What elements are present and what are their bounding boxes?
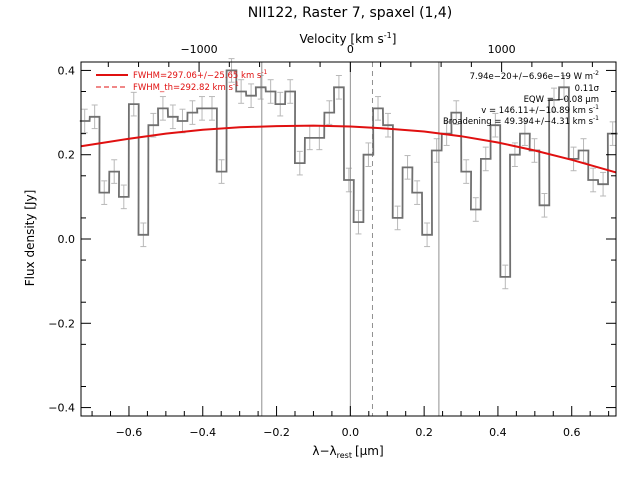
y-axis-label: Flux density [Jy]: [23, 190, 37, 287]
chart-title: NII122, Raster 7, spaxel (1,4): [248, 5, 453, 21]
x-tick-label: 0.6: [563, 426, 581, 439]
error-bars: [81, 58, 616, 290]
y-tick-label: 0.0: [58, 233, 76, 246]
top-axis-ticks: −1000 0 1000: [107, 43, 593, 72]
x-tick-label: 0.4: [489, 426, 507, 439]
y-tick-label: −0.2: [48, 317, 75, 330]
x-tick-label: −0.2: [263, 426, 290, 439]
x-tick-label: 0.0: [342, 426, 360, 439]
legend: FWHM=297.06+/−25.65 km s-1 FWHM_th=292.8…: [96, 69, 268, 93]
x-tick-label: −0.6: [116, 426, 143, 439]
top-tick-label: 0: [347, 43, 354, 56]
y-tick-label: −0.4: [48, 402, 75, 415]
x-tick-label: 0.2: [415, 426, 433, 439]
y-axis-ticks: −0.4 −0.2 0.0 0.2 0.4: [48, 64, 616, 415]
top-tick-label: −1000: [180, 43, 217, 56]
legend-label-fwhm-th: FWHM_th=292.82 km s-1: [133, 81, 239, 93]
reference-lines: [261, 62, 440, 416]
annotation-eqw: EQW = −0.08 μm: [524, 95, 599, 105]
top-axis-label: Velocity [km s-1]: [300, 31, 397, 46]
fit-curve: [80, 124, 617, 174]
data-step-line: [79, 69, 618, 278]
x-axis-ticks: −0.6 −0.4 −0.2 0.0 0.2 0.4 0.6: [91, 406, 610, 439]
annotation-velocity: v = 146.11+/−10.89 km s-1: [481, 104, 599, 116]
legend-label-fit: FWHM=297.06+/−25.65 km s-1: [133, 69, 268, 81]
fit-annotations: 7.94e−20+/−6.96e−19 W m-2 0.11σ EQW = −0…: [443, 70, 600, 127]
x-tick-label: −0.4: [189, 426, 216, 439]
x-axis-label: λ−λrest [μm]: [312, 444, 383, 460]
annotation-broadening: Broadening = 49.394+/−4.31 km s-1: [443, 115, 599, 127]
annotation-flux: 7.94e−20+/−6.96e−19 W m-2: [470, 70, 600, 82]
top-tick-label: 1000: [488, 43, 516, 56]
y-tick-label: 0.2: [58, 149, 76, 162]
y-tick-label: 0.4: [58, 64, 76, 77]
annotation-sigma: 0.11σ: [575, 84, 600, 94]
